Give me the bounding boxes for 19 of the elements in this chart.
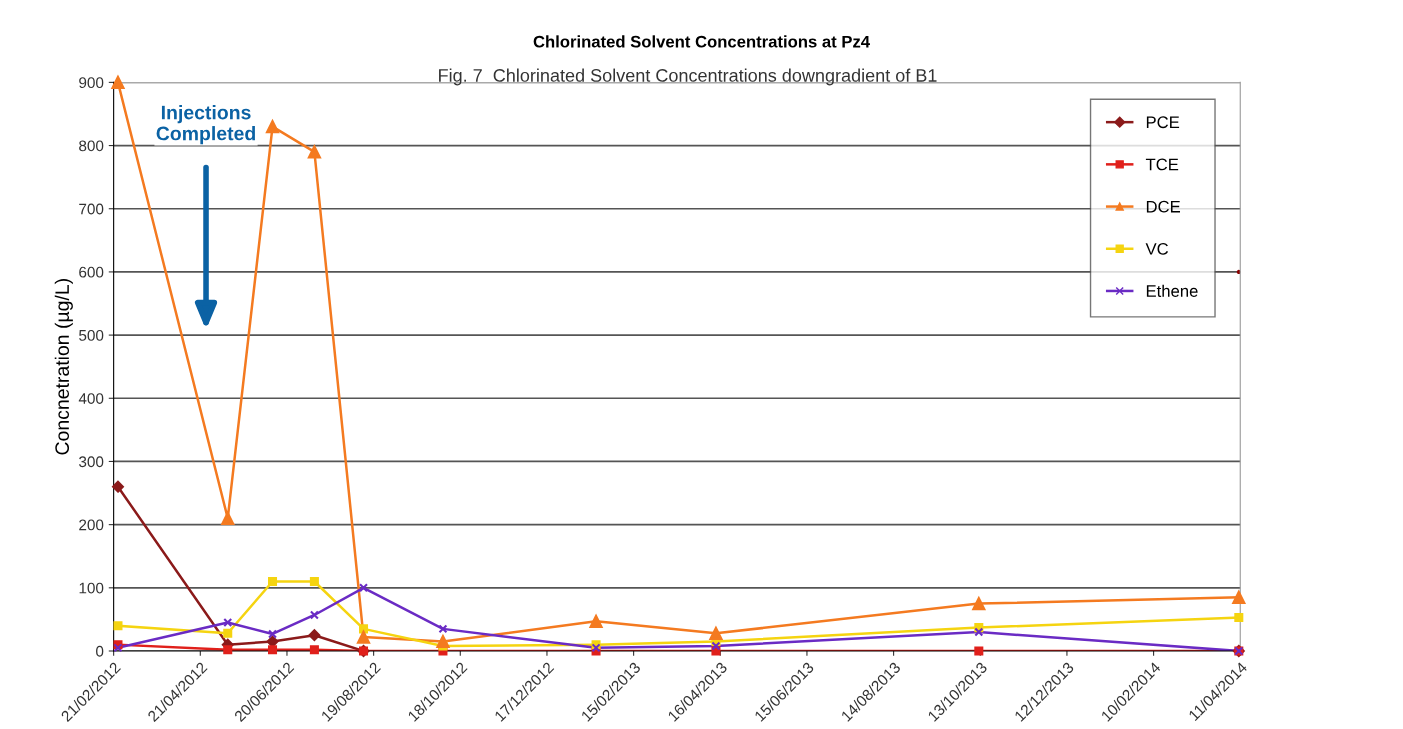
annotation: Injections Completed bbox=[156, 105, 255, 145]
y-tick-label: 500 bbox=[79, 329, 104, 341]
legend-label: Ethene bbox=[1146, 284, 1198, 297]
y-tick-label: 300 bbox=[79, 456, 104, 468]
y-tick-label: 600 bbox=[79, 266, 104, 278]
y-tick-label: 100 bbox=[79, 582, 104, 594]
chart-title: Chlorinated Solvent Concentrations at Pz4 bbox=[533, 35, 870, 48]
legend-label: TCE bbox=[1145, 158, 1179, 171]
chart-subtitle: Fig. 7 Chlorinated Solvent Concentrations downgradient of B1 bbox=[439, 68, 937, 86]
y-tick-label: 700 bbox=[79, 203, 104, 215]
y-tick-label: 400 bbox=[78, 393, 104, 404]
legend-label: PCE bbox=[1146, 116, 1180, 129]
y-tick-label: 800 bbox=[79, 140, 104, 152]
y-tick-label: 0 bbox=[96, 645, 104, 657]
legend-label: DCE bbox=[1146, 200, 1181, 213]
y-tick-label: 900 bbox=[79, 77, 104, 89]
legend-label: VC bbox=[1145, 242, 1169, 255]
y-tick-label: 200 bbox=[79, 519, 104, 531]
y-axis-title: Concnetration (µg/L) bbox=[54, 279, 73, 455]
